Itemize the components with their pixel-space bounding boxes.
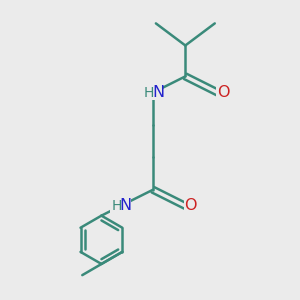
Bar bbox=[184, 199, 197, 213]
Text: O: O bbox=[217, 85, 229, 100]
Bar bbox=[110, 199, 131, 213]
Text: H: H bbox=[112, 199, 122, 213]
Bar bbox=[142, 85, 163, 100]
Text: O: O bbox=[184, 198, 197, 213]
Text: N: N bbox=[152, 85, 164, 100]
Bar bbox=[216, 86, 230, 99]
Text: H: H bbox=[144, 85, 154, 100]
Text: N: N bbox=[120, 198, 132, 213]
